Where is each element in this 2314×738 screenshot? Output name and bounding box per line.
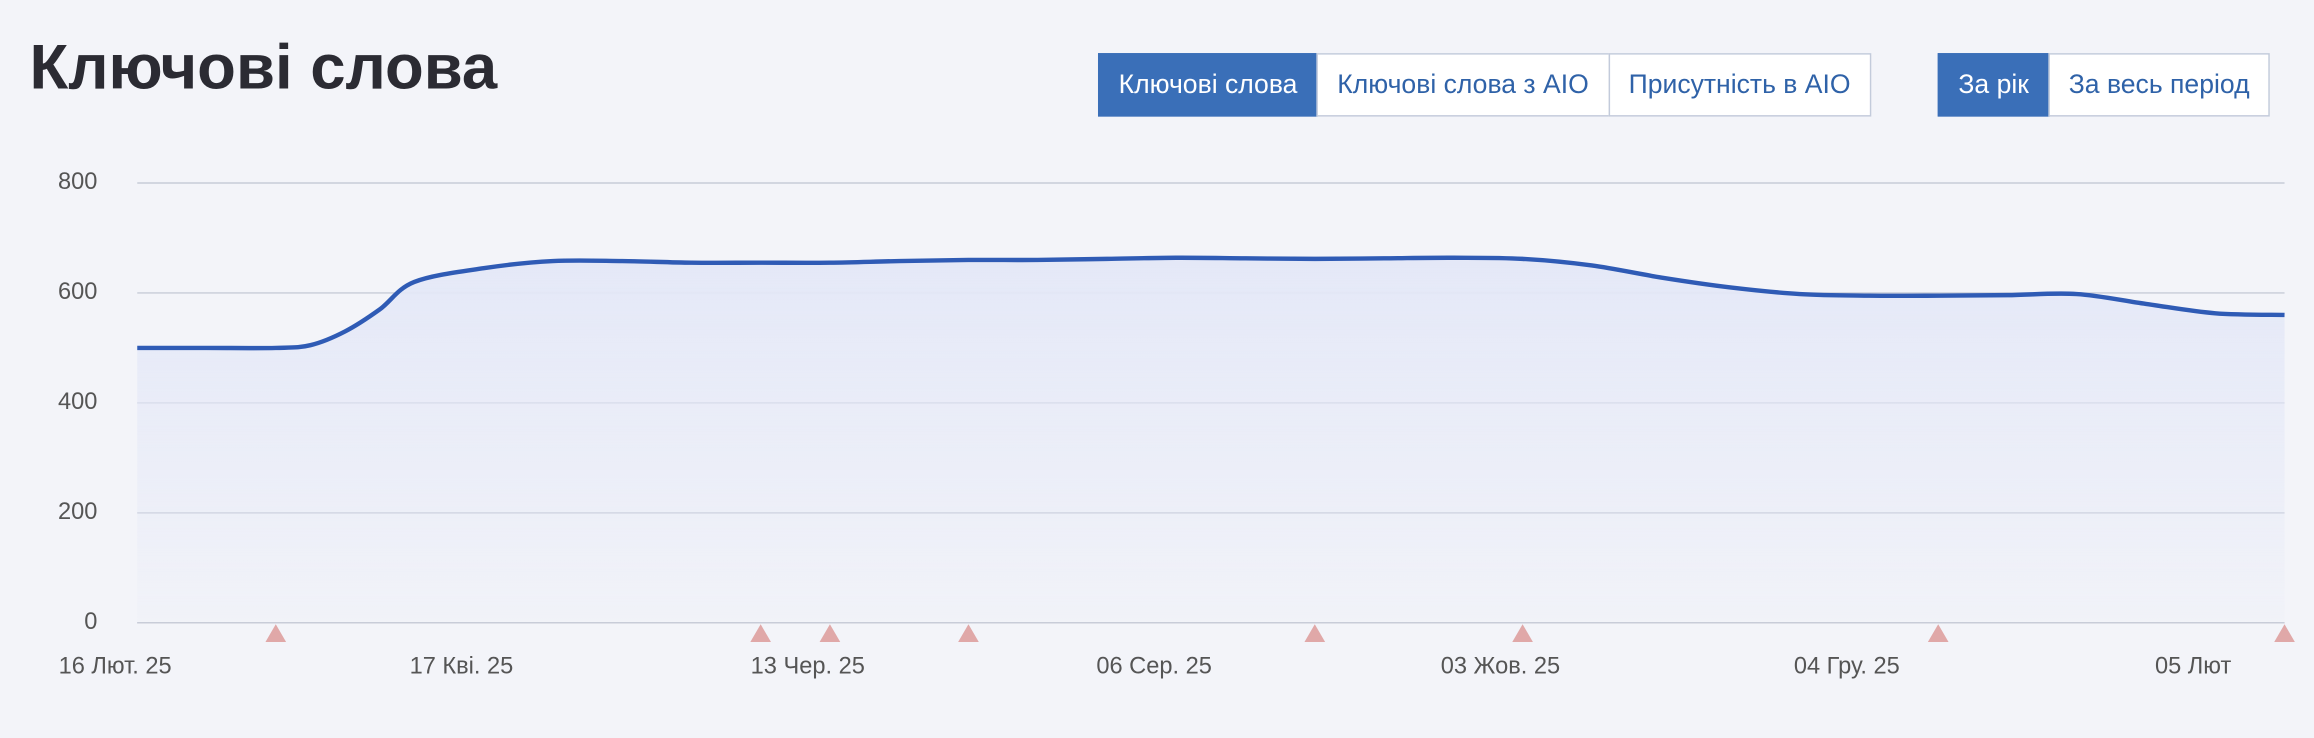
tab[interactable]: За рік [1937, 53, 2050, 117]
tab[interactable]: За весь період [2048, 53, 2271, 117]
metric-tabs: Ключові слова Ключові слова з AIO Присут… [1097, 53, 1872, 117]
tab[interactable]: Присутність в AIO [1607, 53, 1872, 117]
x-tick-label: 13 Чер. 25 [751, 653, 865, 679]
page-title: Ключові слова [29, 32, 498, 104]
y-tick-label: 600 [58, 279, 97, 305]
event-marker [1304, 624, 1326, 642]
x-tick-label: 05 Лют [2155, 653, 2232, 679]
x-tick-label: 03 Жов. 25 [1441, 653, 1560, 679]
period-tabs: За рік За весь період [1937, 53, 2271, 117]
x-tick-label: 06 Сер. 25 [1096, 653, 1212, 679]
y-tick-label: 800 [58, 169, 97, 195]
tab[interactable]: Ключові слова [1097, 53, 1319, 117]
x-tick-label: 04 Гру. 25 [1794, 653, 1900, 679]
line [137, 255, 2285, 351]
y-tick-label: 0 [84, 609, 97, 635]
x-tick-label: 17 Кві. 25 [410, 653, 514, 679]
y-tick-label: 200 [58, 499, 97, 525]
event-marker [2274, 624, 2295, 642]
event-marker [1927, 624, 1949, 642]
x-tick-label: 16 Лют. 25 [59, 653, 172, 679]
event-marker [1512, 624, 1533, 642]
event-marker [750, 624, 771, 642]
area [137, 257, 2285, 623]
event-marker [819, 624, 841, 642]
event-marker [958, 624, 979, 642]
y-tick-label: 400 [58, 389, 97, 415]
event-marker [265, 624, 287, 642]
